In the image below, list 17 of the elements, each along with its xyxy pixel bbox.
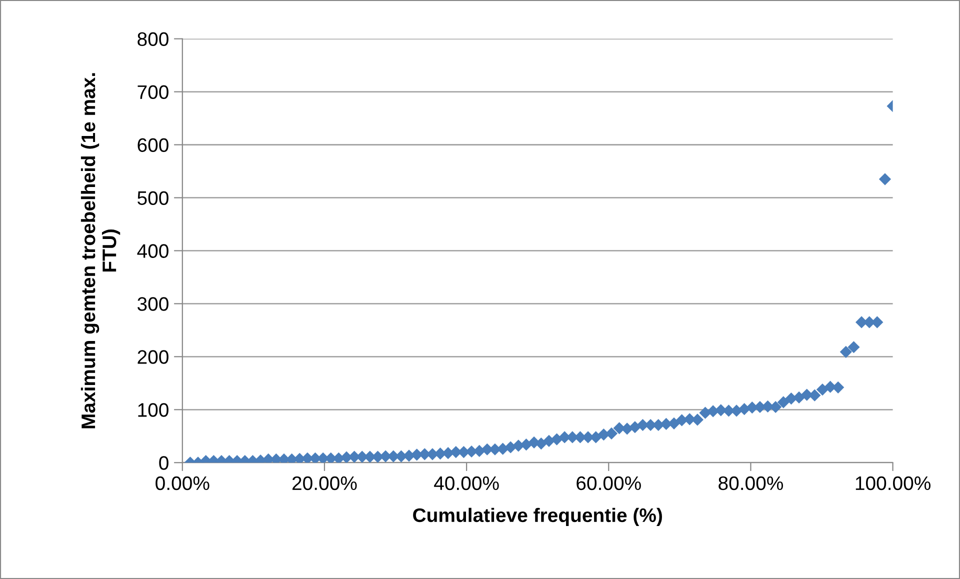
x-axis-title: Cumulatieve frequentie (%): [413, 508, 662, 526]
x-tick-label: 40.00%: [434, 476, 499, 490]
y-tick-label: 500: [138, 191, 168, 205]
y-tick-label: 400: [137, 244, 168, 258]
x-tick-label: 80.00%: [718, 476, 784, 490]
y-tick-label: 600: [138, 138, 168, 152]
x-tick-label: 20.00%: [292, 476, 357, 490]
y-tick-label: 0: [159, 456, 168, 470]
x-tick-label: 100.00%: [856, 476, 930, 490]
y-tick-label: 200: [138, 350, 168, 364]
y-tick-label: 300: [138, 297, 168, 311]
y-tick-label: 700: [138, 85, 168, 100]
y-tick-label: 800: [138, 32, 168, 46]
y-axis-title: Maximum gemten troebelheid (1e max. FTU): [80, 73, 120, 428]
y-tick-label: 100: [138, 403, 168, 417]
x-tick-label: 60.00%: [576, 476, 641, 490]
x-tick-label: 0.00%: [156, 476, 210, 490]
